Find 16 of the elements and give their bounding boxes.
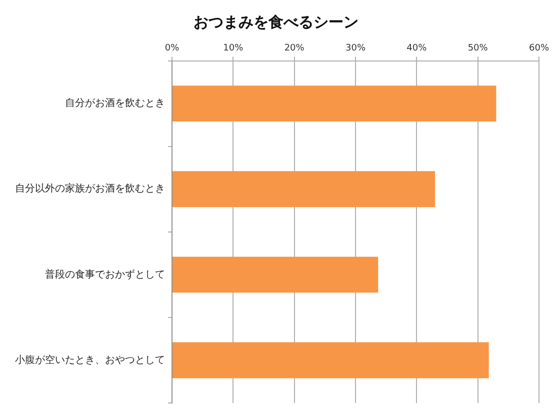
bar <box>172 256 378 293</box>
y-tick-label: 自分がお酒を飲むとき <box>65 97 165 110</box>
y-tick-label: 小腹が空いたとき、おやつとして <box>15 354 165 366</box>
x-tick-label: 10% <box>223 44 244 54</box>
chart-title: おつまみを食べるシーン <box>194 12 358 31</box>
x-tick-label: 0% <box>164 44 180 54</box>
bar <box>172 342 489 378</box>
x-tick-label: 30% <box>345 44 366 54</box>
x-tick-label: 20% <box>284 44 305 54</box>
x-tick-label: 40% <box>406 44 428 54</box>
bar <box>172 86 496 122</box>
bar <box>172 171 436 208</box>
y-tick-label: 自分以外の家族がお酒を飲むとき <box>15 182 165 195</box>
x-tick-label: 50% <box>468 44 488 54</box>
y-tick-label: 普段の食事でおかずとして <box>45 268 165 280</box>
x-tick-label: 60% <box>528 44 550 54</box>
